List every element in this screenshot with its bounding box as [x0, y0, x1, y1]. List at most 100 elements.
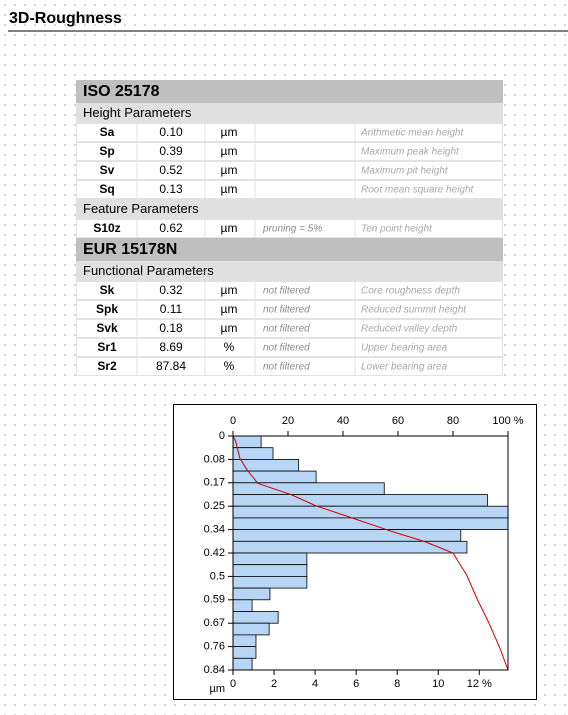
histogram-bar	[232, 564, 308, 577]
param-name: Sr1	[97, 340, 117, 354]
param-note: not filtered	[263, 343, 310, 354]
param-name: Svk	[96, 321, 118, 335]
histogram-bar	[232, 611, 279, 624]
histogram-bar	[232, 552, 308, 566]
y-tick-label: 0.5	[210, 570, 225, 582]
param-description: Maximum peak height	[361, 147, 460, 158]
bottom-tick-label: 2	[271, 678, 277, 690]
histogram-bar	[232, 576, 308, 589]
histogram-bar	[232, 529, 462, 542]
param-unit: µm	[221, 163, 238, 177]
bottom-tick-label: 8	[394, 678, 400, 690]
group-title: Feature Parameters	[83, 201, 199, 216]
group-title: Height Parameters	[83, 105, 192, 120]
table-row	[76, 219, 503, 238]
histogram-bar	[232, 657, 253, 671]
param-unit: µm	[221, 125, 238, 139]
param-unit: %	[224, 359, 235, 373]
param-name: Sv	[100, 163, 115, 177]
top-tick-label: 0	[230, 415, 236, 427]
bottom-tick-label: 0	[230, 678, 236, 690]
param-note: not filtered	[263, 286, 310, 297]
param-name: Sa	[100, 125, 115, 139]
section-header	[76, 80, 503, 103]
bottom-tick-label: 12 %	[467, 678, 492, 690]
y-tick-label: 0.25	[204, 500, 225, 512]
top-tick-label: 40	[337, 415, 349, 427]
param-description: Ten point height	[361, 224, 433, 235]
table-row	[76, 180, 503, 199]
y-tick-label: 0	[219, 430, 225, 442]
group-header	[76, 103, 503, 123]
y-tick-label: 0.67	[204, 617, 225, 629]
param-description: Arithmetic mean height	[360, 128, 464, 139]
param-value: 0.13	[159, 182, 183, 196]
param-description: Root mean square height	[361, 185, 475, 196]
bottom-tick-label: 6	[353, 678, 359, 690]
param-value: 8.69	[159, 340, 183, 354]
table-row	[76, 319, 503, 338]
y-tick-label: 0.34	[204, 524, 225, 536]
param-name: Spk	[96, 302, 118, 316]
param-value: 87.84	[156, 359, 186, 373]
param-value: 0.10	[159, 125, 183, 139]
param-note: not filtered	[263, 324, 310, 335]
group-header	[76, 199, 503, 219]
table-row	[76, 300, 503, 319]
table-row	[76, 357, 503, 376]
histogram-bar	[232, 599, 253, 612]
param-value: 0.11	[160, 302, 183, 316]
param-unit: µm	[221, 321, 238, 335]
histogram-bar	[232, 494, 488, 507]
histogram-bar	[232, 622, 270, 636]
y-tick-label: 0.76	[204, 641, 225, 653]
param-value: 0.18	[159, 321, 183, 335]
param-note: not filtered	[263, 305, 310, 316]
param-description: Maximum pit height	[361, 166, 449, 177]
group-header	[76, 261, 503, 281]
param-name: Sp	[99, 144, 114, 158]
y-tick-label: 0.08	[204, 453, 225, 465]
param-name: Sr2	[97, 359, 117, 373]
histogram-bar	[232, 634, 257, 648]
param-value: 0.52	[159, 163, 183, 177]
param-unit: µm	[221, 221, 238, 235]
bottom-tick-label: 10	[432, 678, 444, 690]
param-unit: µm	[221, 283, 238, 297]
param-description: Reduced valley depth	[361, 324, 458, 335]
param-description: Core roughness depth	[361, 286, 460, 297]
param-value: 0.62	[159, 221, 183, 235]
param-unit: µm	[221, 302, 238, 316]
top-tick-label: 100 %	[492, 415, 523, 427]
bottom-tick-label: 4	[312, 678, 318, 690]
section-title: ISO 25178	[83, 83, 160, 100]
section-title: EUR 15178N	[83, 241, 177, 258]
param-name: Sq	[99, 182, 114, 196]
table-row	[76, 281, 503, 300]
y-tick-label: 0.42	[204, 547, 225, 559]
section-header	[76, 238, 503, 261]
table-row	[76, 338, 503, 357]
top-tick-label: 80	[447, 415, 459, 427]
param-note: not filtered	[263, 362, 310, 373]
group-title: Functional Parameters	[83, 263, 214, 278]
histogram-bar	[232, 540, 468, 554]
top-tick-label: 60	[392, 415, 404, 427]
table-row	[76, 161, 503, 180]
param-name: S10z	[93, 221, 120, 235]
y-tick-label: 0.17	[204, 477, 225, 489]
top-tick-label: 20	[282, 415, 294, 427]
histogram-bar	[232, 470, 317, 484]
histogram-bar	[232, 646, 257, 659]
table-row	[76, 142, 503, 161]
param-unit: %	[224, 340, 235, 354]
param-value: 0.32	[159, 283, 183, 297]
bearing-curve	[232, 435, 509, 671]
param-name: Sk	[100, 283, 115, 297]
page-title: 3D-Roughness	[9, 10, 122, 27]
param-unit: µm	[221, 144, 238, 158]
param-description: Upper bearing area	[361, 343, 448, 354]
y-tick-label: 0.84	[204, 664, 225, 676]
